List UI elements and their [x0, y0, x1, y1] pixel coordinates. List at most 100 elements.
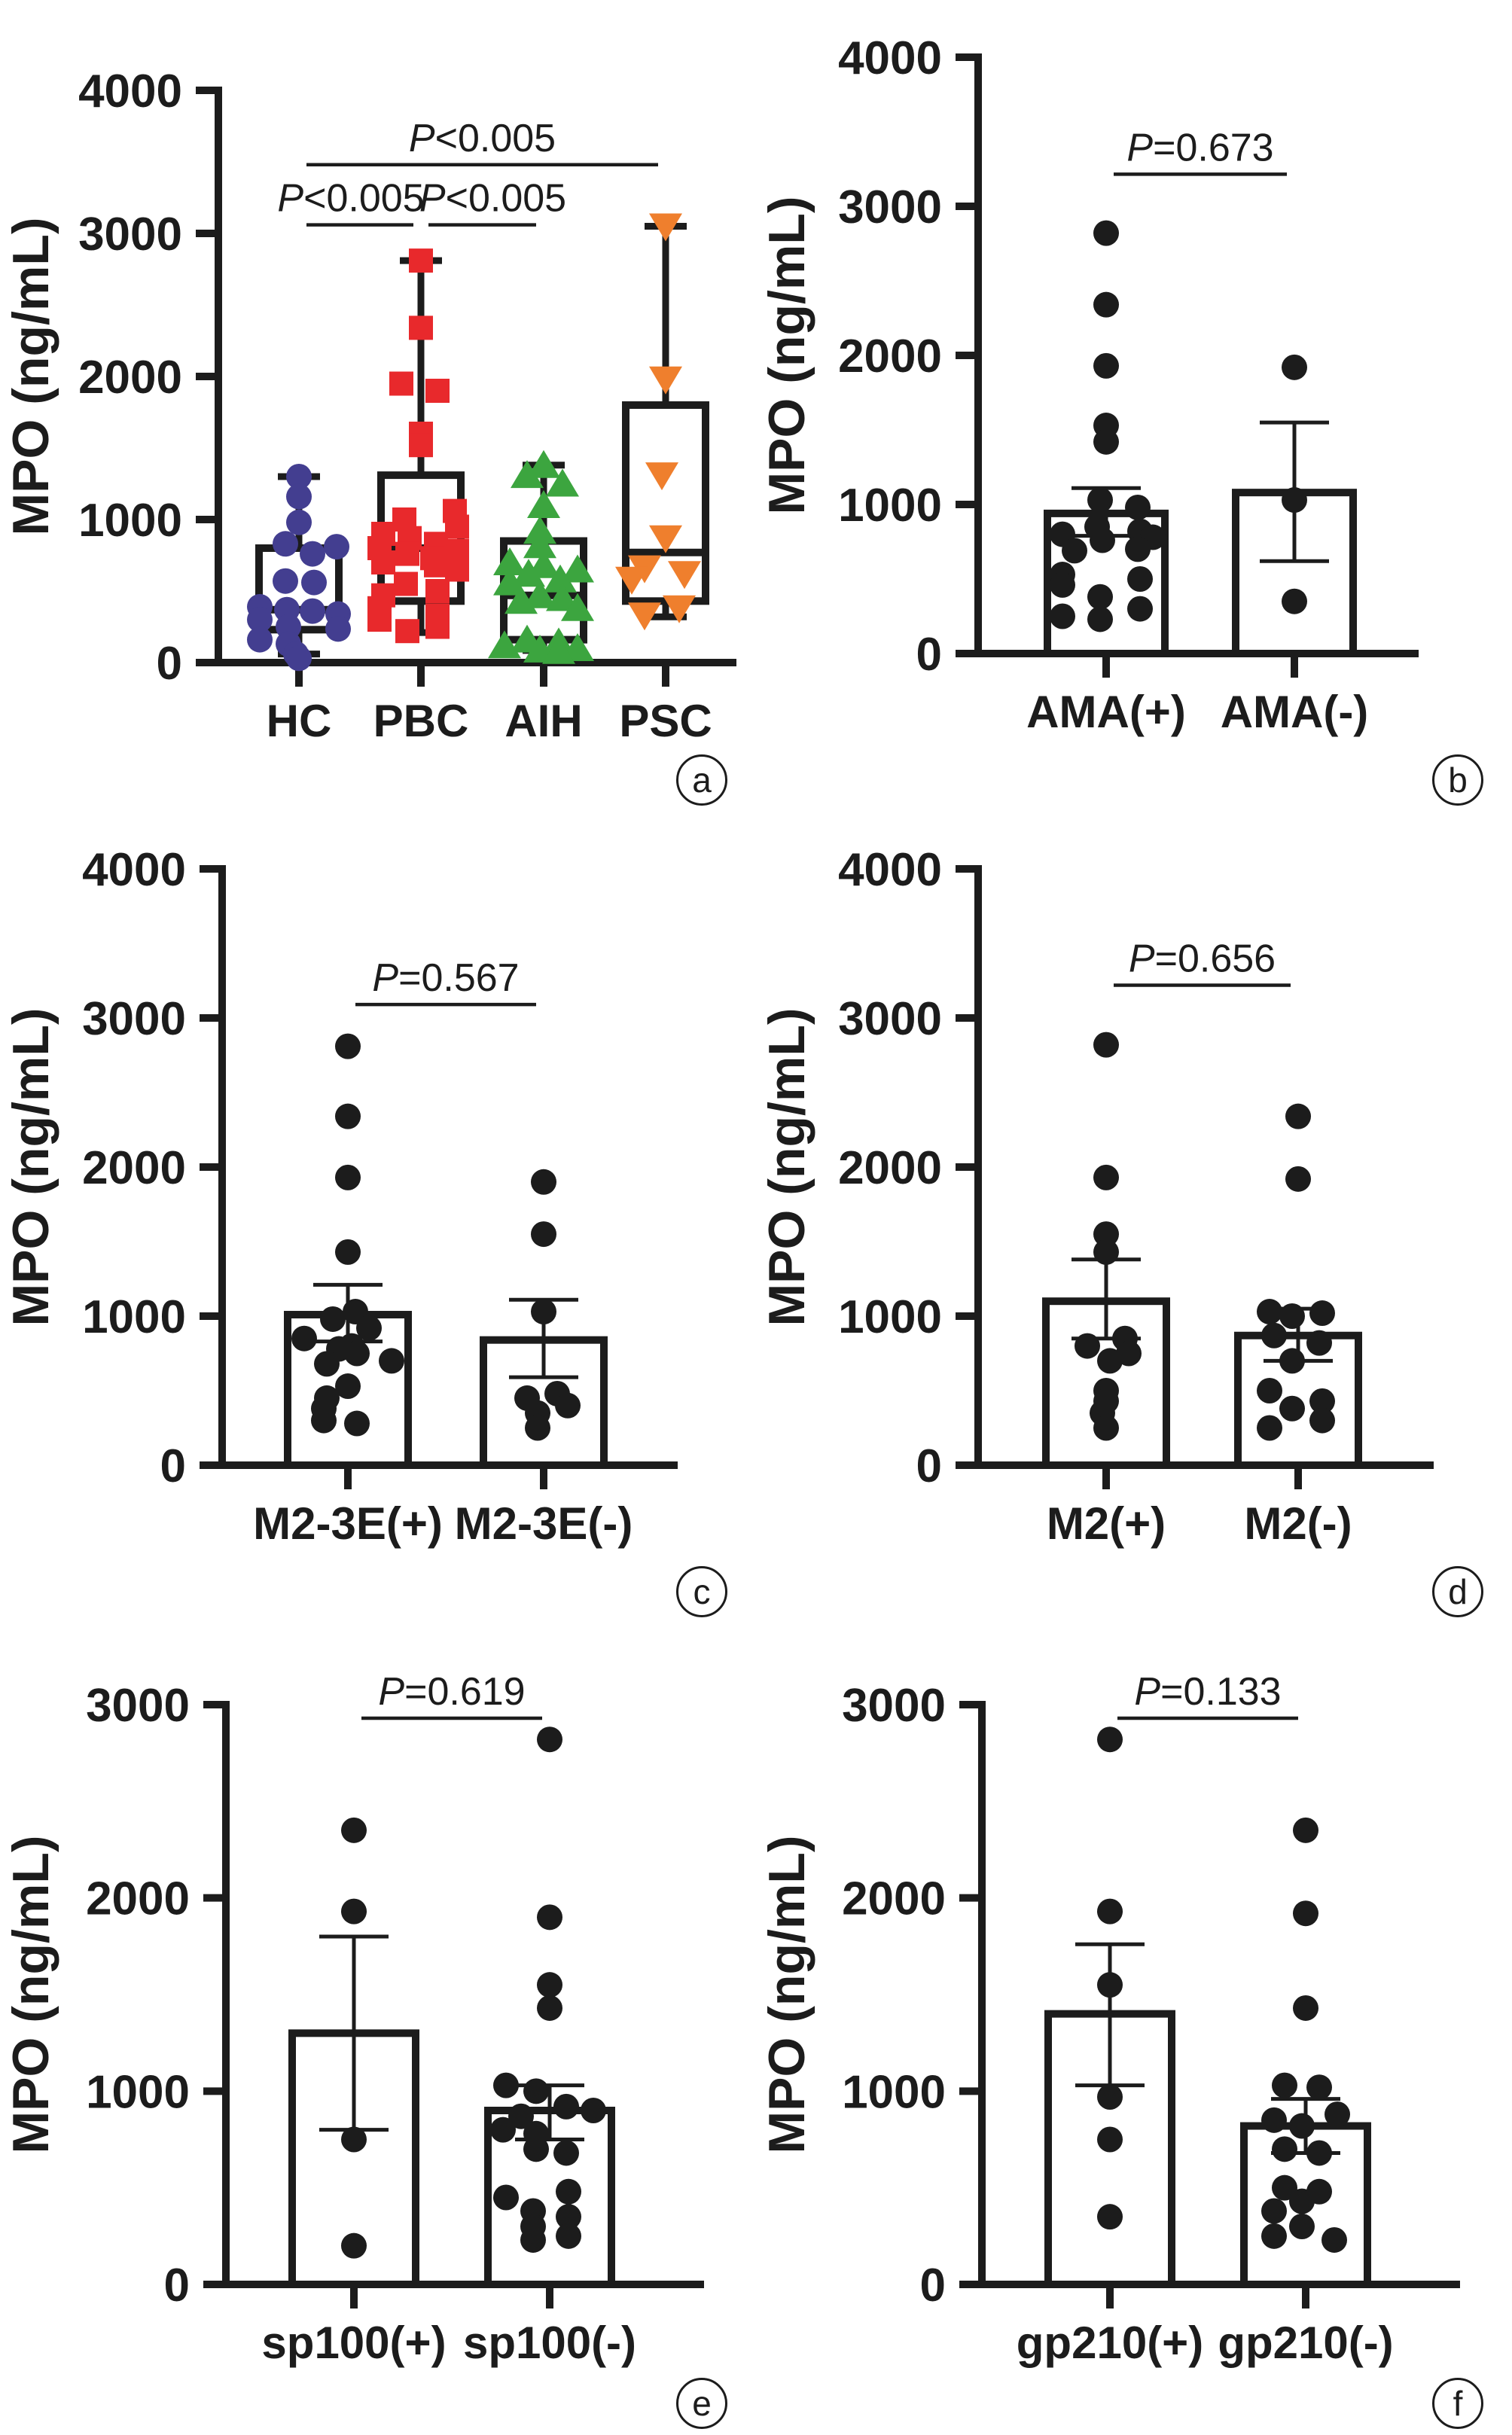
data-point-circle	[1127, 596, 1153, 622]
data-point-circle	[1093, 291, 1119, 318]
data-point-circle	[300, 598, 325, 624]
data-point-circle	[325, 616, 351, 642]
y-axis-title: MPO (ng/mL)	[758, 196, 815, 514]
data-point-circle	[1127, 566, 1153, 592]
data-point-circle	[1321, 2226, 1347, 2253]
plot-b: 0 1000 2000 3000 4000 MPO (ng/mL) AMA(+) AMA(-)…	[758, 32, 1419, 737]
significance-bracket: P=0.673	[1114, 126, 1287, 176]
data-point-circle	[1093, 220, 1119, 246]
significance-bracket: P=0.619	[361, 1670, 542, 1720]
data-point-circle	[1093, 1221, 1119, 1248]
data-point-circle	[1097, 1348, 1123, 1374]
y-axis-title: MPO (ng/mL)	[2, 1007, 59, 1326]
data-point-circle	[341, 1817, 367, 1843]
y-tick-label: 1000	[86, 2066, 190, 2118]
data-point-triangle-down	[668, 561, 701, 590]
data-point-circle	[286, 645, 312, 672]
group-M2(-): M2(-)	[1234, 1103, 1362, 1549]
data-point-circle	[1306, 2074, 1332, 2101]
group-AMA(-): AMA(-)	[1221, 354, 1369, 737]
data-point-circle	[356, 1315, 382, 1341]
data-point-circle	[1306, 1330, 1332, 1356]
y-tick-label: 3000	[838, 181, 942, 233]
panel-letter: b	[1448, 760, 1468, 800]
data-point-circle	[1090, 527, 1115, 553]
panel-e: 0 1000 2000 3000 MPO (ng/mL) sp100(+) sp100(-)…	[0, 1623, 756, 2435]
data-point-square	[409, 433, 433, 458]
data-point-circle	[1093, 1239, 1119, 1265]
x-tick-label: PBC	[373, 696, 469, 746]
panel-letter-badge: d	[1432, 1566, 1483, 1617]
y-tick-label: 3000	[838, 993, 942, 1045]
data-point-triangle-up	[512, 559, 545, 587]
panel-c-chart: 0 1000 2000 3000 4000 MPO (ng/mL) M2-3E(+) M2-3…	[2, 844, 678, 1549]
y-tick-label: 0	[916, 1440, 942, 1492]
significance-bracket: P<0.005	[419, 177, 566, 227]
group-gp210(-): gp210(-)	[1218, 1817, 1394, 2368]
x-tick-label: AIH	[505, 696, 582, 746]
y-tick-label: 1000	[838, 480, 942, 532]
significance-bracket: P<0.005	[277, 177, 425, 227]
data-point-circle	[1261, 2198, 1287, 2224]
data-point-square	[389, 371, 413, 396]
data-point-circle	[1093, 352, 1119, 379]
plot-e: 0 1000 2000 3000 MPO (ng/mL) sp100(+) sp100(-)…	[2, 1670, 704, 2368]
data-point-square	[409, 248, 433, 273]
data-point-circle	[1093, 1415, 1119, 1441]
data-point-circle	[1279, 1303, 1305, 1329]
panel-d-chart: 0 1000 2000 3000 4000 MPO (ng/mL) M2(+) M2(-) P=…	[758, 844, 1434, 1549]
x-tick-label: gp210(+)	[1017, 2318, 1203, 2368]
data-point-circle	[537, 1726, 562, 1753]
data-point-circle	[531, 1221, 556, 1248]
plot-a: 0 1000 2000 3000 4000 MPO (ng/mL) HC PBC AIH PSC P…	[2, 66, 736, 746]
x-tick-label: AMA(-)	[1221, 687, 1369, 737]
data-point-circle	[555, 1392, 581, 1419]
data-point-circle	[273, 531, 298, 557]
data-point-circle	[1325, 2101, 1350, 2128]
y-tick-label: 4000	[838, 32, 942, 84]
data-point-circle	[537, 1995, 562, 2021]
data-point-triangle-up	[493, 547, 526, 575]
data-point-circle	[1293, 1817, 1318, 1843]
data-point-triangle-down	[628, 602, 661, 631]
data-point-circle	[493, 2072, 519, 2098]
data-point-circle	[324, 534, 349, 560]
data-point-triangle-up	[505, 586, 538, 614]
x-tick-label: gp210(-)	[1218, 2318, 1393, 2368]
data-point-circle	[1087, 487, 1113, 514]
data-point-circle	[523, 2078, 549, 2104]
x-tick-label: AMA(+)	[1026, 687, 1186, 737]
data-point-circle	[1093, 1032, 1119, 1058]
data-point-circle	[1309, 1300, 1335, 1327]
data-point-circle	[553, 2093, 579, 2120]
data-point-circle	[1125, 536, 1151, 562]
y-tick-label: 4000	[82, 844, 186, 896]
data-point-triangle-down	[663, 595, 696, 623]
significance-bracket: P=0.133	[1117, 1670, 1298, 1720]
x-tick-label: M2-3E(-)	[455, 1498, 633, 1549]
y-tick-label: 3000	[82, 993, 186, 1045]
data-point-circle	[1285, 1103, 1311, 1129]
data-point-triangle-up	[523, 516, 556, 544]
group-HC: HC	[247, 464, 351, 746]
data-point-circle	[379, 1348, 404, 1374]
y-tick-label: 0	[157, 638, 182, 690]
data-point-circle	[1050, 571, 1075, 598]
y-tick-label: 2000	[78, 352, 182, 404]
data-point-circle	[335, 1373, 361, 1400]
y-tick-label: 0	[920, 2260, 946, 2312]
group-PBC: PBC	[367, 248, 469, 746]
data-point-circle	[341, 2232, 367, 2259]
data-point-triangle-up	[546, 583, 579, 611]
data-point-circle	[1097, 2084, 1123, 2110]
data-point-circle	[1285, 1166, 1311, 1192]
y-tick-label: 2000	[838, 1142, 942, 1194]
data-point-square	[425, 614, 450, 639]
panel-letter-badge: b	[1432, 754, 1483, 806]
data-point-circle	[1097, 1898, 1123, 1925]
group-gp210(+): gp210(+)	[1017, 1726, 1203, 2368]
data-point-circle	[493, 2184, 519, 2211]
y-tick-label: 3000	[78, 209, 182, 261]
data-point-circle	[537, 1904, 562, 1931]
y-tick-label: 3000	[86, 1680, 190, 1732]
